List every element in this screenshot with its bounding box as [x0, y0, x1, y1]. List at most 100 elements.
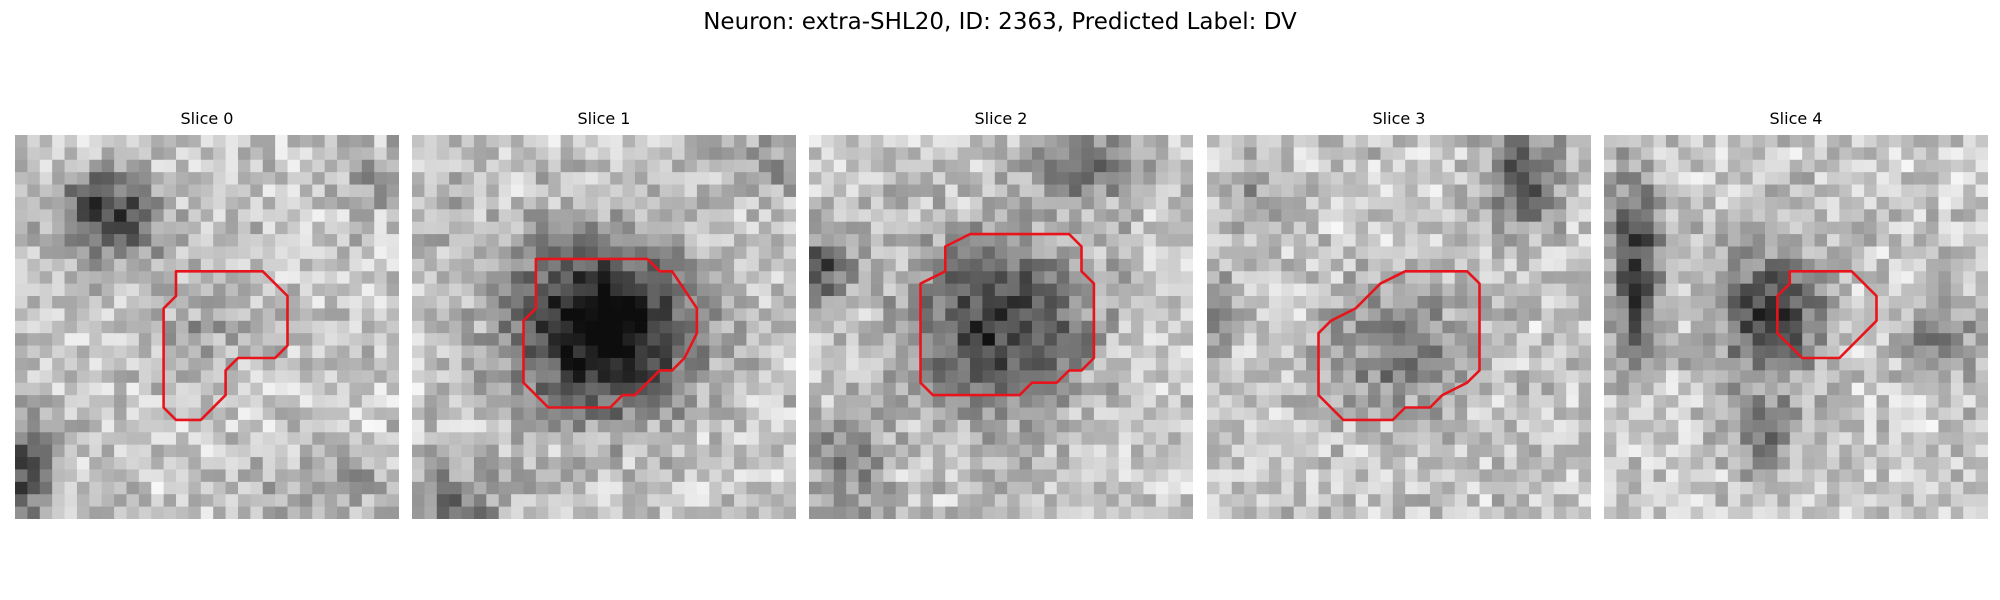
image-pixel	[1963, 308, 1977, 322]
image-pixel	[114, 444, 128, 458]
image-pixel	[622, 172, 636, 186]
image-pixel	[1256, 258, 1270, 272]
image-pixel	[1467, 196, 1481, 210]
image-pixel	[895, 147, 909, 161]
image-pixel	[783, 147, 796, 161]
image-pixel	[1690, 221, 1704, 235]
image-pixel	[1516, 147, 1530, 161]
image-pixel	[237, 432, 251, 446]
image-pixel	[1938, 494, 1952, 508]
image-pixel	[1938, 395, 1952, 409]
image-pixel	[15, 370, 28, 384]
image-pixel	[1306, 172, 1320, 186]
image-pixel	[1876, 234, 1890, 248]
image-pixel	[1268, 221, 1282, 235]
image-pixel	[895, 209, 909, 223]
image-pixel	[1727, 432, 1741, 446]
image-pixel	[27, 296, 41, 310]
image-pixel	[138, 246, 152, 260]
image-pixel	[821, 333, 835, 347]
image-pixel	[52, 209, 66, 223]
image-pixel	[1405, 419, 1419, 433]
image-pixel	[374, 234, 388, 248]
image-pixel	[1814, 283, 1828, 297]
image-pixel	[1207, 271, 1220, 285]
image-pixel	[163, 444, 177, 458]
image-pixel	[200, 209, 214, 223]
image-pixel	[1777, 172, 1791, 186]
image-pixel	[188, 172, 202, 186]
image-pixel	[1019, 469, 1033, 483]
image-pixel	[1963, 258, 1977, 272]
image-pixel	[1007, 444, 1021, 458]
image-pixel	[1616, 283, 1630, 297]
image-pixel	[349, 221, 363, 235]
image-pixel	[1851, 296, 1865, 310]
image-pixel	[1293, 271, 1307, 285]
image-pixel	[1268, 345, 1282, 359]
image-pixel	[1405, 506, 1419, 519]
image-pixel	[374, 184, 388, 198]
image-pixel	[1219, 395, 1233, 409]
image-pixel	[1256, 320, 1270, 334]
image-pixel	[1056, 506, 1070, 519]
image-pixel	[1913, 135, 1927, 148]
image-pixel	[1553, 444, 1567, 458]
image-pixel	[1019, 432, 1033, 446]
image-pixel	[1429, 258, 1443, 272]
image-pixel	[634, 234, 648, 248]
image-pixel	[1665, 333, 1679, 347]
image-pixel	[449, 481, 463, 495]
image-pixel	[945, 159, 959, 173]
image-pixel	[1491, 172, 1505, 186]
image-pixel	[1553, 382, 1567, 396]
image-pixel	[337, 333, 351, 347]
image-pixel	[1578, 419, 1591, 433]
image-pixel	[1504, 296, 1518, 310]
image-pixel	[1417, 457, 1431, 471]
image-pixel	[1007, 320, 1021, 334]
image-pixel	[1553, 457, 1567, 471]
image-pixel	[1031, 246, 1045, 260]
image-pixel	[1380, 296, 1394, 310]
image-pixel	[1168, 407, 1182, 421]
image-pixel	[1380, 419, 1394, 433]
image-pixel	[1765, 196, 1779, 210]
image-pixel	[76, 147, 90, 161]
image-pixel	[1081, 469, 1095, 483]
image-pixel	[498, 370, 512, 384]
image-pixel	[1727, 357, 1741, 371]
image-pixel	[1653, 246, 1667, 260]
image-pixel	[597, 308, 611, 322]
image-pixel	[374, 494, 388, 508]
image-pixel	[126, 221, 140, 235]
image-pixel	[1814, 196, 1828, 210]
image-pixel	[758, 221, 772, 235]
image-pixel	[721, 444, 735, 458]
image-pixel	[709, 370, 723, 384]
image-pixel	[1938, 221, 1952, 235]
image-pixel	[1031, 221, 1045, 235]
image-pixel	[1541, 506, 1555, 519]
slice-title-4: Slice 4	[1769, 109, 1823, 128]
image-pixel	[151, 159, 165, 173]
image-pixel	[994, 494, 1008, 508]
image-pixel	[1268, 271, 1282, 285]
image-pixel	[895, 432, 909, 446]
image-pixel	[1777, 320, 1791, 334]
image-pixel	[1155, 159, 1169, 173]
image-pixel	[1616, 345, 1630, 359]
image-pixel	[1491, 159, 1505, 173]
image-pixel	[1143, 419, 1157, 433]
image-pixel	[1950, 221, 1964, 235]
image-pixel	[1864, 209, 1878, 223]
image-pixel	[361, 370, 375, 384]
image-pixel	[573, 283, 587, 297]
image-pixel	[1143, 135, 1157, 148]
image-pixel	[870, 382, 884, 396]
image-pixel	[1118, 283, 1132, 297]
image-pixel	[883, 481, 897, 495]
image-pixel	[858, 407, 872, 421]
image-pixel	[672, 382, 686, 396]
image-pixel	[1789, 481, 1803, 495]
